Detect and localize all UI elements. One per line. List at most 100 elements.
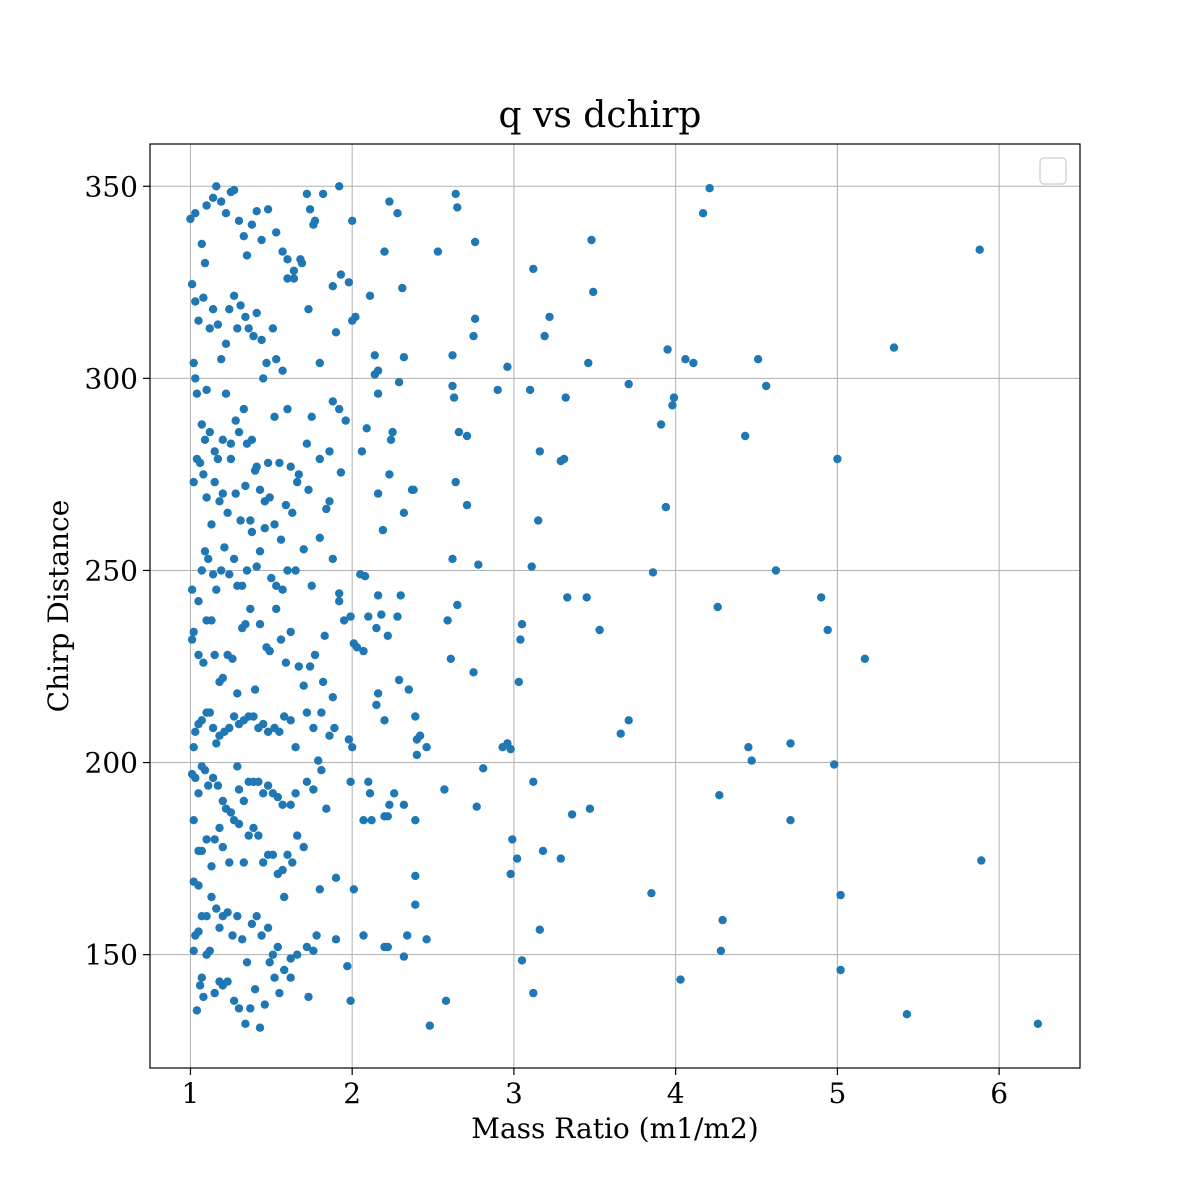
data-point (260, 1000, 269, 1009)
data-point (538, 846, 548, 856)
data-point (194, 650, 203, 660)
data-point (372, 700, 381, 710)
data-point (218, 796, 227, 806)
data-point (817, 593, 826, 602)
data-point (286, 462, 295, 471)
data-point (433, 247, 443, 256)
data-point (199, 992, 208, 1002)
data-point (328, 554, 337, 564)
data-point (231, 489, 240, 498)
data-point (493, 385, 502, 395)
data-point (283, 274, 292, 283)
data-point (373, 591, 383, 600)
data-point (200, 258, 210, 268)
data-point (194, 881, 203, 890)
data-point (276, 635, 286, 644)
data-point (208, 305, 218, 314)
data-point (860, 654, 870, 663)
data-point (273, 942, 282, 952)
data-point (367, 816, 376, 825)
data-point (272, 604, 281, 614)
data-point (197, 420, 206, 429)
data-point (288, 858, 297, 867)
data-point (663, 345, 672, 354)
data-point (247, 919, 257, 929)
data-point (289, 274, 299, 283)
data-point (247, 220, 257, 229)
data-point (229, 712, 239, 721)
data-point (398, 283, 407, 293)
y-tick-label: 300 (85, 362, 138, 395)
data-point (823, 625, 832, 635)
data-point (385, 470, 394, 479)
data-point (273, 792, 282, 802)
data-point (380, 716, 389, 725)
data-point (208, 723, 218, 733)
data-point (299, 545, 308, 554)
data-point (314, 756, 323, 765)
data-point (288, 508, 297, 517)
data-point (705, 184, 714, 193)
data-point (189, 477, 198, 487)
data-point (335, 589, 344, 598)
data-point (718, 915, 727, 925)
data-point (197, 846, 206, 856)
data-point (656, 420, 666, 429)
data-point (305, 662, 315, 671)
data-point (187, 635, 197, 644)
data-point (325, 497, 334, 506)
data-point (212, 585, 221, 594)
data-point (213, 781, 223, 790)
data-point (242, 566, 252, 575)
data-point (317, 766, 326, 775)
data-point (259, 789, 268, 798)
data-point (318, 189, 328, 199)
data-point (210, 447, 219, 456)
data-point (472, 802, 481, 811)
data-point (234, 216, 244, 225)
data-point (194, 789, 203, 798)
data-point (286, 627, 295, 637)
x-tick-label: 4 (667, 1077, 685, 1110)
data-point (312, 931, 321, 940)
data-point (589, 287, 598, 297)
data-point (1033, 1019, 1043, 1028)
data-point (517, 620, 527, 629)
data-point (202, 493, 211, 502)
data-point (415, 731, 425, 740)
data-point (254, 831, 263, 840)
data-point (448, 381, 457, 391)
data-point (422, 743, 431, 752)
data-point (197, 973, 206, 982)
data-point (411, 871, 420, 881)
data-point (278, 585, 287, 594)
data-point (187, 585, 197, 594)
data-point (399, 800, 409, 809)
data-point (470, 314, 480, 323)
data-point (268, 324, 278, 333)
data-point (226, 439, 236, 448)
data-point (189, 627, 198, 637)
data-point (393, 209, 402, 218)
data-point (194, 597, 203, 606)
data-point (335, 182, 344, 191)
data-point (239, 796, 248, 806)
data-point (187, 280, 197, 289)
data-point (207, 862, 216, 871)
data-point (587, 235, 596, 245)
data-point (223, 508, 232, 517)
data-point (275, 458, 284, 468)
data-point (229, 185, 239, 195)
data-point (217, 197, 226, 206)
data-point (239, 404, 248, 414)
data-point (218, 673, 227, 683)
data-point (242, 958, 252, 967)
data-point (283, 850, 292, 859)
data-point (681, 355, 690, 364)
data-point (257, 235, 266, 245)
data-point (272, 228, 281, 237)
data-point (317, 708, 326, 717)
data-point (234, 819, 244, 829)
data-point (263, 923, 273, 932)
data-point (189, 946, 198, 955)
